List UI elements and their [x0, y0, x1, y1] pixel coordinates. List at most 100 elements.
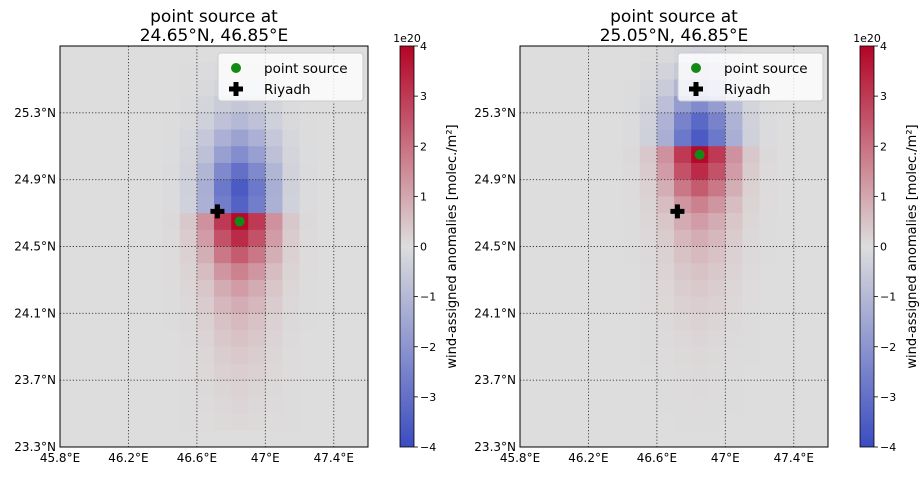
heatmap-cell [674, 112, 692, 130]
heatmap-cell [179, 196, 198, 214]
heatmap-cell [674, 313, 692, 331]
x-tick-label: 45.8°E [500, 451, 540, 465]
heatmap-cell [282, 112, 300, 130]
heatmap-cell [742, 313, 760, 331]
heatmap-cell [674, 129, 692, 147]
heatmap-cell [196, 129, 215, 147]
heatmap-cell [708, 313, 726, 331]
heatmap-cell [214, 129, 232, 147]
heatmap-cell [248, 396, 266, 414]
heatmap-cell [179, 279, 198, 297]
heatmap-cell [196, 146, 215, 164]
heatmap-cell [674, 229, 692, 247]
heatmap-cell [742, 162, 760, 180]
heatmap-cell [759, 213, 777, 231]
heatmap-cell [265, 330, 283, 348]
heatmap-cell [725, 313, 743, 331]
colorbar-tick-label: −1 [420, 291, 436, 304]
heatmap-cell [231, 313, 249, 331]
heatmap-cell [299, 112, 317, 130]
heatmap-cell [248, 380, 266, 398]
heatmap-cell [691, 179, 709, 197]
heatmap-cell [708, 229, 726, 247]
y-tick-label: 23.7°N [14, 373, 56, 387]
point-source-marker [234, 216, 245, 227]
heatmap-cell [742, 296, 760, 314]
heatmap-cell [656, 46, 675, 64]
heatmap-cell [691, 363, 709, 381]
heatmap-cell [282, 279, 300, 297]
heatmap-cell [282, 129, 300, 147]
heatmap-cell [214, 330, 232, 348]
heatmap-cell [196, 279, 215, 297]
heatmap-cell [708, 330, 726, 348]
colorbar-tick-label: −4 [420, 441, 436, 454]
heatmap-cell [742, 229, 760, 247]
y-tick-label: 24.9°N [474, 173, 516, 187]
colorbar-tick-label: 3 [880, 90, 887, 103]
heatmap-cell [622, 229, 641, 247]
heatmap-cell [656, 213, 675, 231]
heatmap-cell [622, 96, 641, 114]
heatmap-cell [759, 179, 777, 197]
heatmap-cell [179, 313, 198, 331]
heatmap-cell [708, 246, 726, 264]
heatmap-cell [299, 196, 317, 214]
colorbar-tick-label: 2 [880, 140, 887, 153]
heatmap-cell [639, 246, 658, 264]
heatmap-cell [708, 296, 726, 314]
heatmap-cell [196, 313, 215, 331]
heatmap-cell [639, 346, 658, 364]
heatmap-cell [725, 112, 743, 130]
chart-panel-1: 45.8°E 46.2°E 46.6°E 47°E 47.4°E 23.3°N 23.7°N… [14, 7, 460, 465]
heatmap-cell [282, 396, 300, 414]
heatmap-cell [265, 363, 283, 381]
heatmap-cell [265, 196, 283, 214]
heatmap-cell [691, 313, 709, 331]
heatmap-cell [759, 246, 777, 264]
heatmap-cell [265, 380, 283, 398]
heatmap-cell [725, 246, 743, 264]
colorbar-tick-label: −3 [420, 391, 436, 404]
heatmap-cell [214, 246, 232, 264]
heatmap-cell [265, 296, 283, 314]
colorbar-tick-label: 3 [420, 90, 427, 103]
heatmap-cell [162, 196, 181, 214]
heatmap-cell [196, 229, 215, 247]
y-tick-label: 25.3°N [474, 106, 516, 120]
heatmap-cell [282, 146, 300, 164]
heatmap-cell [691, 196, 709, 214]
y-tick-label: 24.5°N [14, 240, 56, 254]
heatmap-cell [196, 196, 215, 214]
heatmap-cell [725, 380, 743, 398]
heatmap-cell [248, 279, 266, 297]
heatmap-cell [231, 246, 249, 264]
heatmap-cell [196, 363, 215, 381]
legend-label-riyadh: Riyadh [264, 82, 311, 98]
heatmap-cell [196, 330, 215, 348]
heatmap-cell [725, 396, 743, 414]
heatmap-cell [639, 46, 658, 64]
heatmap-cell [282, 413, 300, 431]
legend-riyadh-marker [229, 82, 243, 96]
heatmap-cell [179, 62, 198, 80]
heatmap-cell [214, 279, 232, 297]
heatmap-cell [299, 229, 317, 247]
heatmap-cell [742, 246, 760, 264]
heatmap-cell [656, 196, 675, 214]
heatmap-cell [622, 79, 641, 97]
heatmap-cell [656, 112, 675, 130]
heatmap-cell [725, 363, 743, 381]
x-tick-label: 46.6°E [177, 451, 217, 465]
heatmap-cell [196, 79, 215, 97]
legend-point-source-marker [231, 63, 241, 73]
colorbar-tick-label: 0 [880, 241, 887, 254]
heatmap-cell [179, 146, 198, 164]
heatmap-cell [196, 263, 215, 281]
legend-label-point-source: point source [264, 61, 348, 77]
heatmap-cell [214, 146, 232, 164]
heatmap-cell [708, 179, 726, 197]
y-tick-label: 24.5°N [474, 240, 516, 254]
heatmap-cell [282, 213, 300, 231]
heatmap-cell [299, 213, 317, 231]
